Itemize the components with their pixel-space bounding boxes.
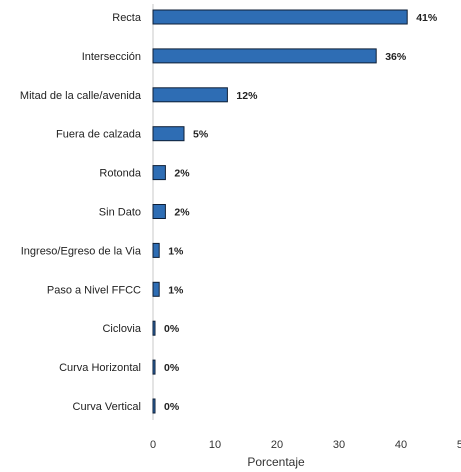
- bar: [152, 359, 156, 375]
- category-label: Fuera de calzada: [56, 129, 142, 141]
- bar: [152, 281, 160, 297]
- bar: [152, 9, 408, 25]
- bar: [152, 126, 185, 142]
- bar: [152, 242, 160, 258]
- category-label: Ciclovia: [102, 323, 141, 335]
- x-axis-title: Porcentaje: [247, 455, 305, 469]
- data-label: 0%: [164, 401, 180, 413]
- bar: [152, 204, 166, 219]
- x-tick-label: 20: [271, 439, 283, 451]
- data-label: 0%: [164, 362, 180, 374]
- category-label: Rotonda: [99, 168, 141, 180]
- data-label: 12%: [236, 90, 258, 102]
- data-label: 1%: [168, 245, 184, 257]
- data-label: 41%: [416, 12, 438, 24]
- category-label: Recta: [112, 12, 142, 24]
- bar: [152, 320, 156, 336]
- bar: [152, 398, 156, 414]
- data-label: 2%: [174, 168, 190, 180]
- x-tick-label: 10: [209, 439, 221, 451]
- category-label: Curva Horizontal: [59, 362, 141, 374]
- category-label: Mitad de la calle/avenida: [20, 90, 142, 102]
- bar: [152, 165, 166, 181]
- category-label: Sin Dato: [99, 207, 141, 219]
- data-label: 0%: [164, 323, 180, 335]
- category-label: Ingreso/Egreso de la Via: [21, 245, 142, 257]
- x-tick-label: 50: [457, 439, 461, 451]
- category-label: Curva Vertical: [73, 401, 141, 413]
- x-tick-label: 0: [150, 439, 156, 451]
- bar: [152, 48, 377, 64]
- data-label: 1%: [168, 284, 184, 296]
- bar: [152, 87, 228, 103]
- data-label: 5%: [193, 129, 209, 141]
- category-label: Paso a Nivel FFCC: [47, 284, 141, 296]
- x-tick-label: 40: [395, 439, 407, 451]
- category-label: Intersección: [82, 51, 141, 63]
- x-tick-label: 30: [333, 439, 345, 451]
- data-label: 36%: [385, 51, 407, 63]
- data-label: 2%: [174, 207, 190, 219]
